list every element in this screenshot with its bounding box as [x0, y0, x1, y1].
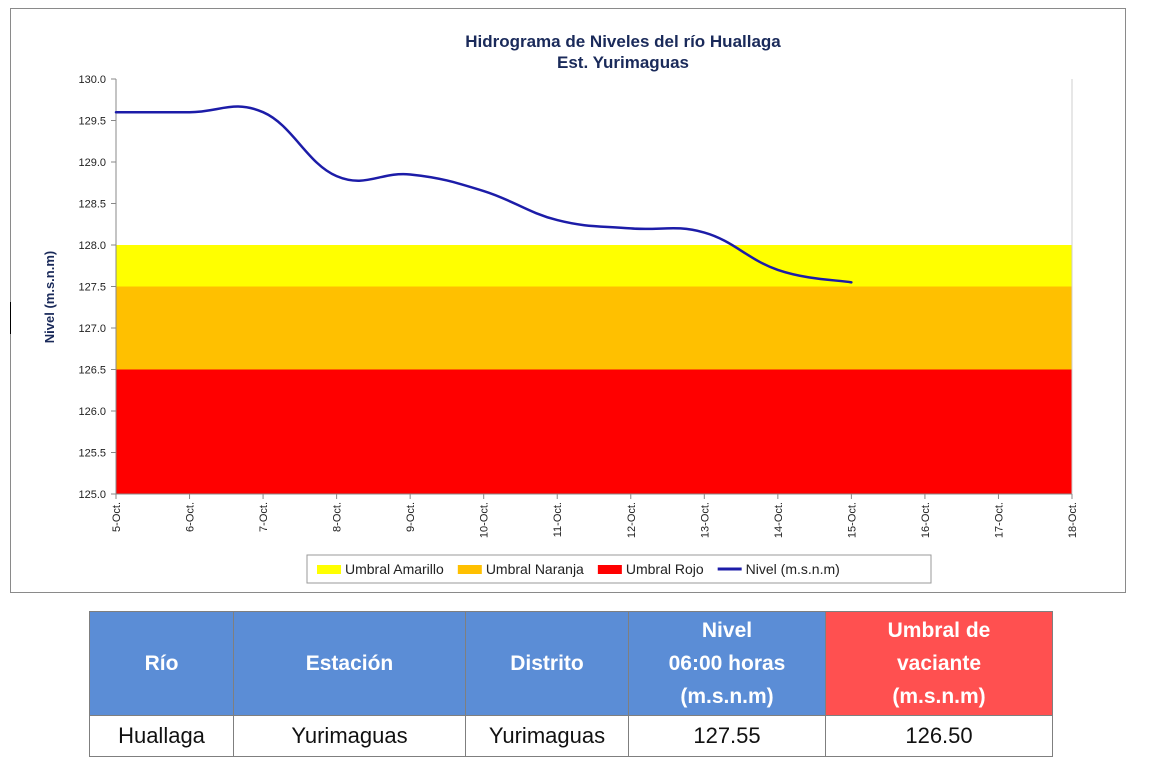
table-row: Huallaga Yurimaguas Yurimaguas 127.55 12…: [89, 715, 1053, 757]
header-umbral-line1: Umbral de: [887, 619, 991, 642]
series-layer: [114, 105, 853, 284]
y-tick-label: 125.0: [78, 489, 106, 501]
edge-mark: [10, 302, 11, 334]
legend: Umbral Amarillo Umbral Naranja Umbral Rojo…: [306, 554, 932, 584]
hydrograph-chart: Hidrograma de Niveles del río Huallaga E…: [42, 32, 1079, 584]
band-umbral-naranja: [116, 286, 1072, 370]
axes: 125.0 125.5 126.0 126.5 127.0 127.5 128.0 128.5…: [78, 74, 1079, 538]
header-nivel: Nivel 06:00 horas (m.s.n.m): [628, 611, 826, 716]
y-tick-label: 126.5: [78, 365, 106, 377]
header-distrito: Distrito: [465, 611, 629, 716]
legend-label: Umbral Amarillo: [345, 561, 444, 577]
y-tick-label: 129.5: [78, 116, 106, 128]
header-nivel-line3: (m.s.n.m): [680, 685, 774, 708]
legend-swatch: [457, 565, 482, 574]
chart-title: Hidrograma de Niveles del río Huallaga: [465, 32, 781, 51]
x-tick-label: 14-Oct.: [773, 502, 785, 538]
y-tick-label: 128.5: [78, 199, 106, 211]
legend-label: Umbral Rojo: [626, 561, 704, 577]
x-tick-label: 17-Oct.: [993, 502, 1005, 538]
y-tick-label: 125.5: [78, 448, 106, 460]
cell-umbral: 126.50: [825, 715, 1053, 757]
x-tick-label: 15-Oct.: [846, 502, 858, 538]
x-tick-label: 11-Oct.: [552, 502, 564, 537]
header-estacion: Estación: [233, 611, 466, 716]
band-umbral-amarillo: [116, 245, 1072, 287]
y-tick-label: 127.0: [78, 323, 106, 335]
y-axis-label: Nivel (m.s.n.m): [42, 251, 57, 343]
x-tick-label: 16-Oct.: [920, 502, 932, 538]
table-header-row: Río Estación Distrito Nivel 06:00 horas …: [89, 611, 1053, 716]
cell-distrito: Yurimaguas: [465, 715, 629, 757]
x-tick-label: 7-Oct.: [258, 502, 270, 532]
header-umbral-line3: (m.s.n.m): [892, 685, 986, 708]
y-tick-label: 126.0: [78, 406, 106, 418]
x-tick-label: 12-Oct.: [626, 502, 638, 538]
x-tick-label: 18-Oct.: [1067, 502, 1079, 538]
y-tick-label: 129.0: [78, 157, 106, 169]
legend-label: Umbral Naranja: [486, 561, 584, 577]
legend-label: Nivel (m.s.n.m): [746, 561, 840, 577]
header-nivel-line2: 06:00 horas: [668, 652, 786, 675]
legend-swatch: [317, 565, 341, 574]
x-tick-label: 13-Oct.: [699, 502, 711, 538]
y-tick-label: 130.0: [78, 74, 106, 86]
header-umbral: Umbral de vaciante (m.s.n.m): [825, 611, 1053, 716]
chart-frame: Hidrograma de Niveles del río Huallaga E…: [10, 8, 1126, 593]
y-tick-label: 127.5: [78, 282, 106, 294]
cell-nivel: 127.55: [628, 715, 826, 757]
station-table: Río Estación Distrito Nivel 06:00 horas …: [89, 611, 1053, 757]
threshold-bands: [116, 245, 1072, 494]
header-umbral-line2: vaciante: [896, 652, 982, 675]
band-umbral-rojo: [116, 369, 1072, 494]
x-tick-label: 10-Oct.: [479, 502, 491, 538]
y-tick-label: 128.0: [78, 240, 106, 252]
header-nivel-line1: Nivel: [701, 619, 753, 642]
header-rio: Río: [89, 611, 234, 716]
x-tick-label: 5-Oct.: [111, 502, 123, 532]
cell-rio: Huallaga: [89, 715, 234, 757]
x-tick-label: 9-Oct.: [405, 502, 417, 532]
x-tick-label: 6-Oct.: [185, 502, 197, 532]
x-tick-label: 8-Oct.: [332, 502, 344, 532]
cell-estacion: Yurimaguas: [233, 715, 466, 757]
chart-subtitle: Est. Yurimaguas: [557, 53, 689, 72]
legend-swatch: [597, 565, 622, 574]
